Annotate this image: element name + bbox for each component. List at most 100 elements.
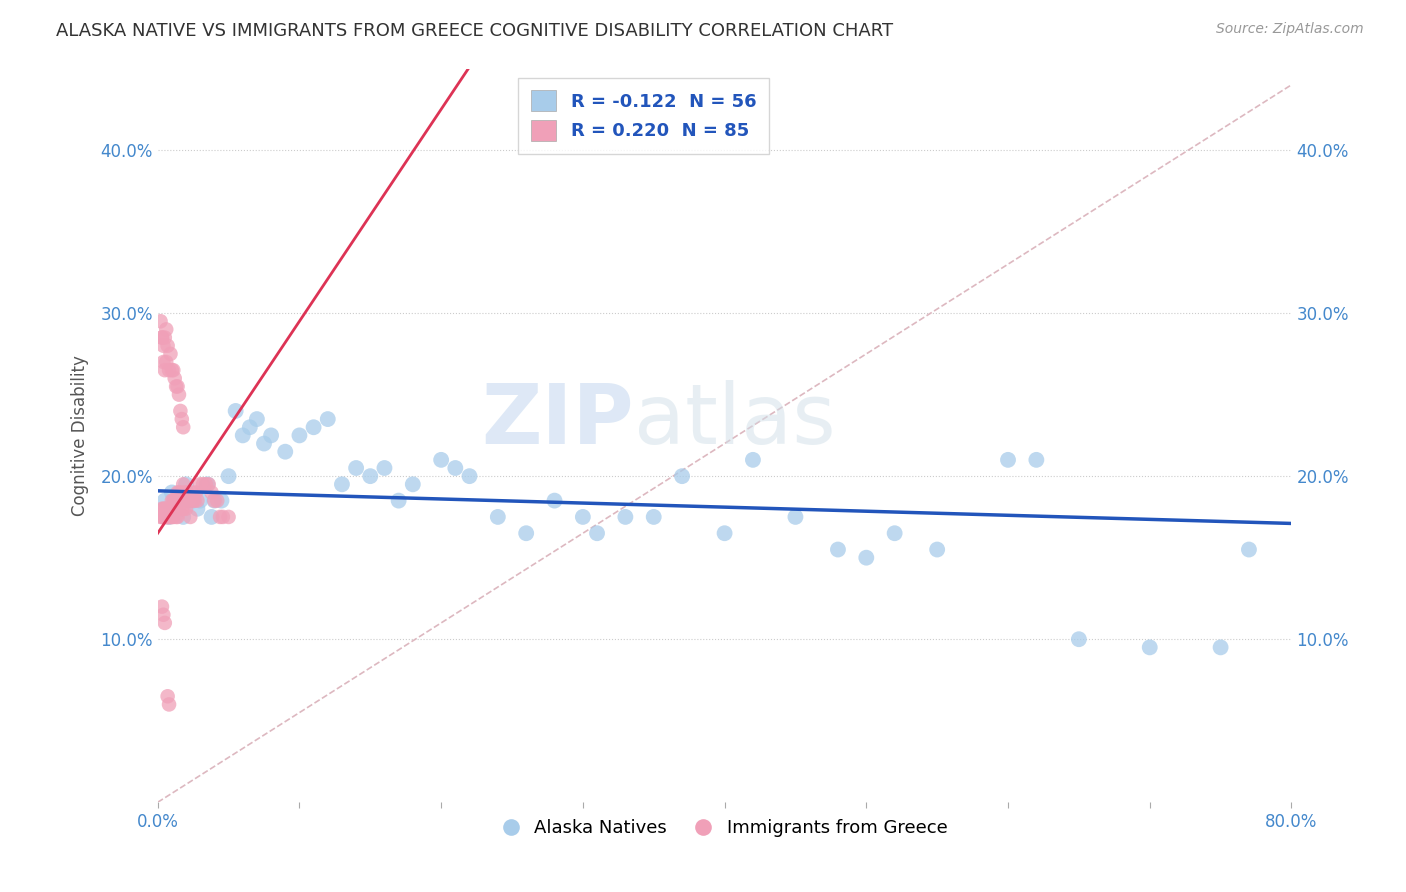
Point (188, 493, 211, 508)
Point (586, 526, 609, 541)
Point (166, 379, 188, 393)
Point (202, 493, 225, 508)
Point (274, 444, 297, 458)
Point (170, 412, 193, 426)
Point (157, 501, 180, 516)
Point (543, 493, 565, 508)
Point (170, 485, 193, 500)
Point (153, 493, 176, 508)
Point (177, 493, 200, 508)
Point (159, 347, 181, 361)
Point (153, 501, 176, 516)
Point (1139, 640, 1161, 655)
Point (150, 501, 173, 516)
Point (1067, 632, 1090, 647)
Point (167, 493, 190, 508)
Point (165, 510, 187, 524)
Point (156, 501, 179, 516)
Point (155, 355, 177, 369)
Point (166, 510, 188, 524)
Point (156, 690, 179, 704)
Point (246, 412, 269, 426)
Point (1237, 542, 1260, 557)
Text: Source: ZipAtlas.com: Source: ZipAtlas.com (1216, 22, 1364, 37)
Point (163, 493, 186, 508)
Point (172, 501, 194, 516)
Point (155, 510, 177, 524)
Point (172, 420, 194, 434)
Point (167, 485, 190, 500)
Point (174, 501, 197, 516)
Point (179, 510, 201, 524)
Point (159, 510, 181, 524)
Point (172, 477, 194, 491)
Point (195, 477, 218, 491)
Point (174, 477, 197, 491)
Point (218, 510, 240, 524)
Text: ZIP: ZIP (481, 380, 634, 461)
Point (152, 501, 174, 516)
Point (444, 461, 467, 475)
Point (157, 510, 180, 524)
Point (200, 510, 222, 524)
Point (458, 469, 481, 483)
Point (330, 477, 353, 491)
Point (157, 698, 180, 712)
Point (157, 510, 180, 524)
Point (163, 501, 186, 516)
Point (149, 314, 172, 328)
Point (152, 339, 174, 353)
Point (515, 526, 537, 541)
Legend: Alaska Natives, Immigrants from Greece: Alaska Natives, Immigrants from Greece (495, 812, 955, 845)
Point (225, 404, 247, 418)
Point (200, 485, 222, 500)
Point (155, 510, 177, 524)
Point (155, 501, 177, 516)
Point (183, 493, 205, 508)
Point (162, 363, 184, 377)
Point (239, 420, 262, 434)
Point (359, 469, 381, 483)
Point (156, 510, 179, 524)
Point (149, 510, 172, 524)
Point (173, 493, 195, 508)
Point (167, 501, 190, 516)
Point (260, 428, 283, 442)
Point (169, 493, 191, 508)
Point (1025, 453, 1047, 467)
Point (156, 339, 179, 353)
Point (614, 510, 637, 524)
Point (162, 493, 184, 508)
Point (181, 493, 204, 508)
Point (153, 510, 176, 524)
Point (150, 330, 173, 344)
Point (388, 493, 411, 508)
Point (191, 477, 214, 491)
Point (373, 461, 395, 475)
Point (186, 501, 208, 516)
Point (209, 510, 232, 524)
Point (150, 599, 173, 614)
Point (177, 493, 200, 508)
Point (176, 485, 198, 500)
Point (165, 379, 187, 393)
Point (180, 485, 202, 500)
Point (402, 477, 425, 491)
Point (742, 453, 765, 467)
Point (169, 493, 191, 508)
Point (997, 453, 1019, 467)
Point (150, 330, 173, 344)
Point (156, 510, 179, 524)
Point (207, 493, 229, 508)
Point (212, 510, 235, 524)
Point (883, 526, 905, 541)
Point (713, 526, 735, 541)
Point (162, 510, 184, 524)
Point (344, 461, 367, 475)
Point (302, 420, 325, 434)
Point (169, 404, 191, 418)
Point (163, 371, 186, 385)
Point (153, 510, 176, 524)
Point (157, 363, 180, 377)
Point (643, 510, 665, 524)
